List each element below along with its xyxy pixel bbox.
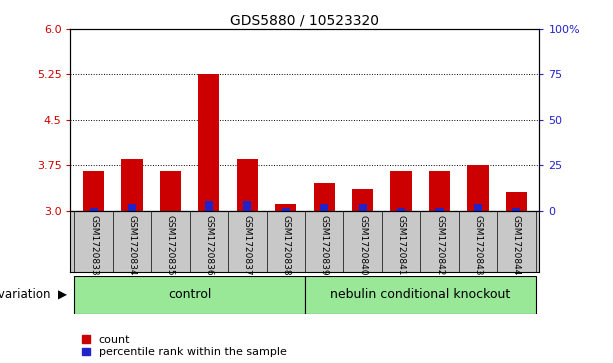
Text: GSM1720841: GSM1720841 bbox=[397, 216, 406, 276]
Bar bbox=[506, 192, 527, 211]
Bar bbox=[237, 159, 258, 211]
Bar bbox=[512, 208, 520, 211]
Bar bbox=[320, 204, 328, 211]
Bar bbox=[282, 208, 290, 211]
Text: GSM1720836: GSM1720836 bbox=[204, 216, 213, 276]
Text: GSM1720839: GSM1720839 bbox=[320, 216, 329, 276]
Text: GSM1720843: GSM1720843 bbox=[473, 216, 482, 276]
Bar bbox=[314, 183, 335, 211]
Text: GSM1720840: GSM1720840 bbox=[358, 216, 367, 276]
Bar bbox=[397, 208, 405, 211]
Bar bbox=[275, 204, 296, 211]
Bar bbox=[121, 159, 143, 211]
Legend: count, percentile rank within the sample: count, percentile rank within the sample bbox=[82, 335, 287, 358]
Text: GSM1720834: GSM1720834 bbox=[128, 216, 137, 276]
Bar bbox=[474, 204, 482, 211]
Text: nebulin conditional knockout: nebulin conditional knockout bbox=[330, 289, 511, 301]
Text: GSM1720835: GSM1720835 bbox=[166, 216, 175, 276]
Text: GSM1720844: GSM1720844 bbox=[512, 216, 521, 276]
Text: genotype/variation  ▶: genotype/variation ▶ bbox=[0, 289, 67, 301]
Bar bbox=[305, 276, 536, 314]
Text: control: control bbox=[168, 289, 211, 301]
Text: GSM1720833: GSM1720833 bbox=[89, 216, 98, 276]
Bar bbox=[243, 201, 251, 211]
Bar bbox=[467, 165, 489, 211]
Bar bbox=[429, 171, 450, 211]
Title: GDS5880 / 10523320: GDS5880 / 10523320 bbox=[230, 14, 379, 28]
Bar bbox=[359, 204, 367, 211]
Bar bbox=[352, 189, 373, 211]
Bar bbox=[390, 171, 412, 211]
Text: GSM1720838: GSM1720838 bbox=[281, 216, 290, 276]
Bar bbox=[435, 208, 444, 211]
Text: GSM1720842: GSM1720842 bbox=[435, 216, 444, 276]
Bar bbox=[198, 74, 219, 211]
Bar bbox=[89, 208, 97, 211]
Bar bbox=[205, 201, 213, 211]
Bar bbox=[128, 204, 136, 211]
Bar bbox=[74, 276, 305, 314]
Bar bbox=[160, 171, 181, 211]
Text: GSM1720837: GSM1720837 bbox=[243, 216, 252, 276]
Bar bbox=[83, 171, 104, 211]
